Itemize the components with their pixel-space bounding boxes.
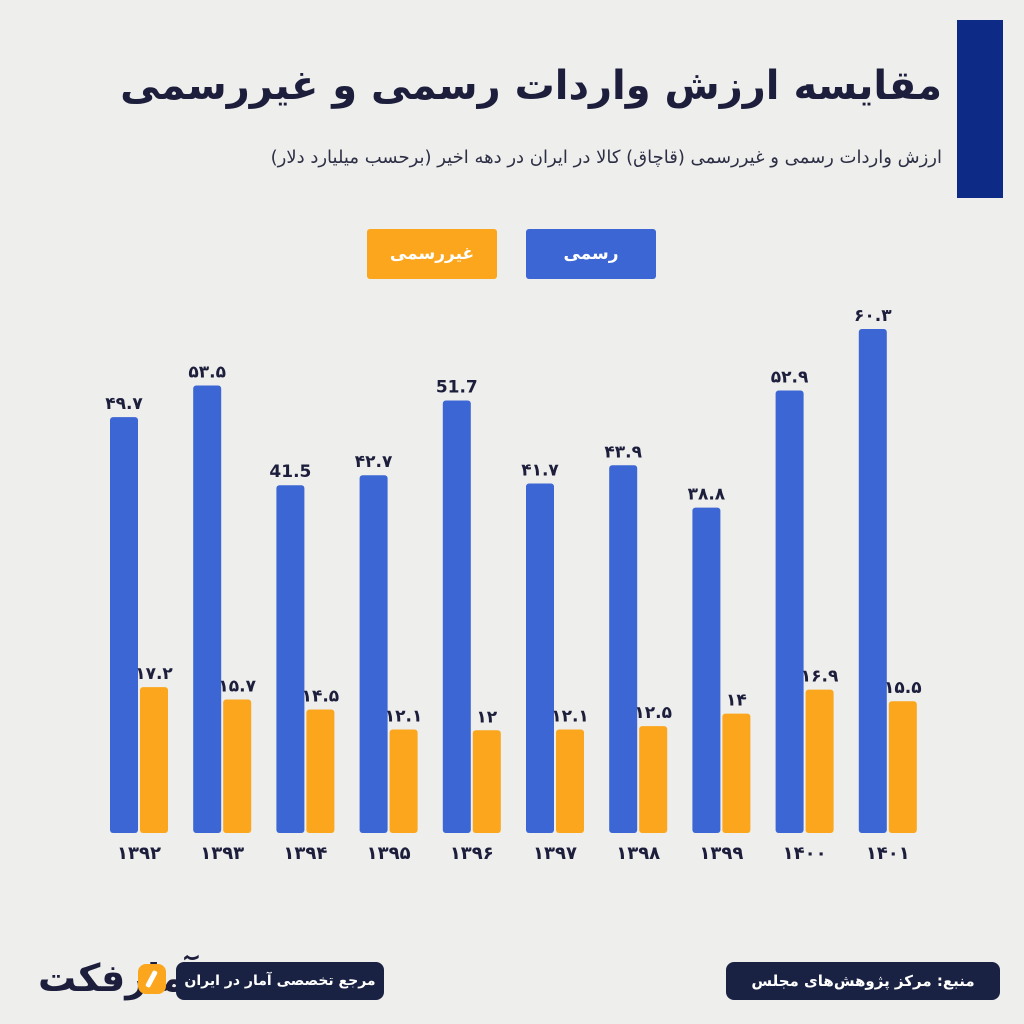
x-tick-label: ۱۴۰۱ — [866, 843, 910, 864]
bar-informal — [805, 689, 834, 833]
data-label-informal: ۱۲ — [476, 707, 497, 727]
bar-formal — [359, 475, 388, 833]
data-label-formal: 51.7 — [436, 377, 478, 397]
x-tick-label: ۱۳۹۴ — [283, 843, 327, 864]
logo-mark-icon — [138, 964, 166, 994]
x-tick-label: ۱۴۰۰ — [783, 843, 827, 864]
data-label-informal: ۱۴.۵ — [302, 687, 340, 707]
x-tick-label: ۱۳۹۶ — [450, 843, 494, 864]
data-label-informal: ۱۴ — [726, 691, 747, 711]
bar-informal — [472, 730, 501, 833]
x-tick-label: ۱۳۹۸ — [616, 843, 660, 864]
data-label-informal: ۱۶.۹ — [801, 667, 839, 687]
legend-formal: رسمی — [526, 229, 656, 279]
accent-bar — [957, 20, 1003, 198]
x-tick-label: ۱۳۹۵ — [367, 843, 411, 864]
bar-formal — [609, 465, 638, 833]
bar-informal — [722, 713, 751, 833]
logo-text: آمارفکت — [38, 956, 199, 1000]
data-label-informal: ۱۲.۱ — [551, 706, 589, 726]
bar-informal — [140, 687, 168, 833]
data-label-formal: ۳۸.۸ — [688, 485, 726, 505]
bar-formal — [110, 417, 138, 833]
bar-informal — [306, 709, 335, 833]
bar-formal — [276, 485, 305, 833]
bar-formal — [775, 390, 804, 833]
bar-formal — [526, 483, 554, 833]
brand-logo: آمارفکت — [20, 952, 199, 1008]
bar-informal — [389, 729, 418, 833]
data-label-formal: ۴۹.۷ — [105, 394, 143, 414]
x-tick-label: ۱۳۹۲ — [117, 843, 161, 864]
bar-formal — [193, 385, 222, 833]
data-label-informal: ۱۷.۲ — [135, 664, 173, 684]
tagline-badge: مرجع تخصصی آمار در ایران — [176, 962, 384, 1000]
bar-formal — [692, 507, 721, 833]
data-label-informal: ۱۲.۵ — [634, 703, 672, 723]
bar-informal — [556, 729, 584, 833]
data-label-formal: ۴۲.۷ — [355, 452, 393, 472]
source-badge: منبع: مرکز پژوهش‌های مجلس — [726, 962, 1000, 1000]
chart-title: مقایسه ارزش واردات رسمی و غیررسمی — [120, 63, 942, 109]
x-tick-label: ۱۳۹۹ — [699, 843, 743, 864]
data-label-informal: ۱۲.۱ — [385, 706, 423, 726]
bar-informal — [888, 701, 917, 833]
bar-formal — [858, 329, 887, 833]
data-label-formal: ۵۲.۹ — [771, 367, 809, 387]
bar-informal — [639, 726, 668, 833]
data-label-formal: ۴۱.۷ — [521, 461, 559, 481]
data-label-informal: ۱۵.۷ — [218, 677, 256, 697]
chart-subtitle: ارزش واردات رسمی و غیررسمی (قاچاق) کالا … — [270, 147, 942, 168]
data-label-formal: ۵۳.۵ — [188, 362, 226, 382]
bar-formal — [442, 400, 471, 833]
data-label-formal: ۶۰.۳ — [854, 306, 892, 326]
x-tick-label: ۱۳۹۷ — [533, 843, 577, 864]
x-tick-label: ۱۳۹۳ — [200, 843, 244, 864]
legend-informal: غیررسمی — [367, 229, 497, 279]
data-label-formal: ۴۳.۹ — [604, 442, 642, 462]
data-label-informal: ۱۵.۵ — [884, 678, 922, 698]
bar-informal — [223, 699, 252, 833]
data-label-formal: 41.5 — [269, 462, 311, 482]
